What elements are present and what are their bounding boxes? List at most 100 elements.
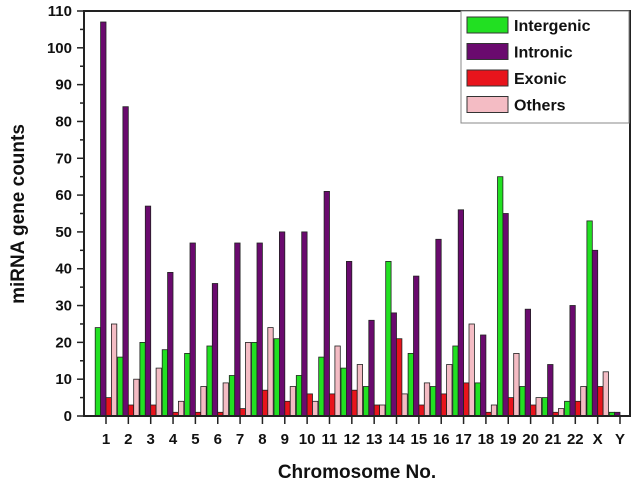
bar-others [222,382,229,417]
x-tick-label: 1 [102,431,110,448]
bar-exonic [396,338,403,417]
bar-intronic [256,242,263,417]
x-tick-label: 9 [281,431,289,448]
bar-group-chr-22 [564,305,587,417]
y-tick-label: 50 [55,224,72,241]
bar-intergenic [161,349,168,417]
bar-group-chr-16 [429,238,453,417]
bar-others [513,352,520,417]
bar-exonic [574,400,582,417]
bar-exonic [127,404,135,417]
bar-group-chr-x [586,220,609,417]
legend-swatch-others [466,96,509,113]
bar-others [423,382,431,417]
bar-others [312,400,319,417]
bar-intronic [100,21,107,417]
bar-group-chr-4 [161,271,185,417]
bar-others [468,323,475,417]
bar-intergenic [362,386,370,417]
x-tick-label: 18 [478,431,495,448]
bar-exonic [150,404,157,417]
bar-exonic [306,393,313,417]
bar-others [535,397,542,417]
bar-intergenic [385,260,392,417]
bar-others [200,386,207,417]
bar-intronic [524,308,532,417]
bar-intronic [189,242,196,417]
x-tick-label: 7 [236,431,244,448]
bar-group-chr-10 [295,231,319,417]
legend-label-intergenic: Intergenic [514,18,591,35]
bar-intronic [345,260,353,417]
bar-intergenic [429,386,437,417]
bar-others [155,367,162,417]
bar-intergenic [564,400,571,417]
bar-exonic [239,408,246,417]
bar-others [602,371,609,417]
y-tick-label: 0 [64,408,72,425]
bar-intergenic [407,352,414,417]
bar-intergenic [497,176,504,417]
y-tick-label: 60 [55,187,72,204]
bar-group-chr-12 [340,260,364,417]
bar-others [267,327,274,417]
bar-group-chr-13 [362,319,386,417]
legend-swatch-exonic [466,69,509,87]
x-axis: 1 2 3 4 5 6 7 8 9 10 11 12 13 14 15 16 17 18 19 20 21 22 X Y [102,416,625,448]
x-tick-label: 12 [343,431,360,448]
x-tick-label: 13 [366,431,383,448]
bar-exonic [463,382,470,417]
bar-exonic [329,393,336,417]
bar-intergenic [228,375,236,417]
y-axis-title: miRNA gene counts [8,124,29,304]
y-axis: 0 10 20 30 40 50 60 70 80 90 100 110 [47,3,84,425]
bar-group-chr-17 [452,209,475,417]
bar-others [289,386,297,417]
bar-intronic [167,271,174,417]
bar-group-chr-9 [273,231,297,417]
bar-intronic [390,312,397,417]
bar-exonic [597,386,604,417]
bar-exonic [418,404,425,417]
bar-exonic [105,397,112,417]
bar-intronic [480,334,487,417]
bar-intergenic [340,367,347,417]
bar-intronic [301,231,308,417]
x-tick-label: 21 [545,431,562,448]
bar-intronic [323,190,330,417]
bar-intergenic [452,345,459,417]
bar-intergenic [273,338,280,417]
y-tick-label: 70 [55,150,72,167]
bar-intergenic [474,382,481,417]
legend-label-others: Others [514,98,566,115]
bar-exonic [507,397,515,417]
x-tick-label: X [593,431,603,448]
x-tick-label: 4 [169,431,178,448]
bar-intergenic [586,220,593,417]
bar-exonic [284,400,291,417]
x-tick-label: 15 [411,431,428,448]
x-tick-label: Y [615,431,625,448]
bar-group-chr-3 [139,205,162,417]
bar-intergenic [251,341,258,417]
bar-group-chr-21 [541,364,565,417]
bar-intergenic [295,375,303,417]
bar-group-chr-11 [318,190,341,417]
bar-others [111,323,118,417]
y-tick-label: 80 [55,113,72,130]
bar-exonic [530,404,537,417]
bar-intronic [234,242,241,417]
y-tick-label: 100 [47,40,72,57]
legend: Intergenic Intronic Exonic Others [460,10,630,124]
bar-intronic [211,283,219,417]
x-tick-label: 14 [388,431,405,448]
bar-others [558,408,565,417]
x-tick-label: 11 [322,431,338,448]
bar-group-chr-18 [474,334,498,417]
y-tick-label: 20 [55,334,72,351]
x-tick-label: 5 [191,431,199,448]
bar-group-chr-15 [407,275,431,417]
bar-intronic [435,238,442,417]
bar-exonic [351,389,358,417]
y-tick-label: 30 [55,298,72,315]
